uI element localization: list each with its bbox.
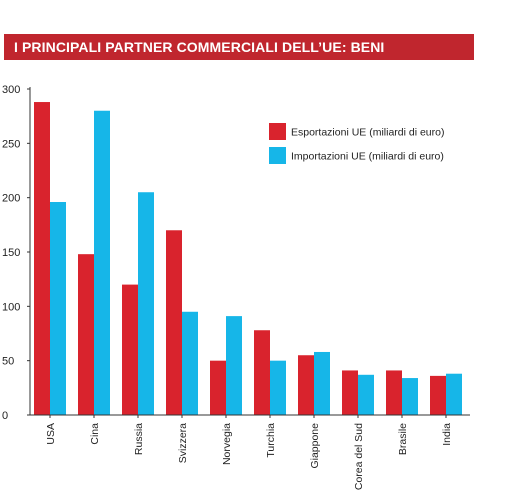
x-tick-label: Corea del Sud xyxy=(353,423,365,490)
bar-imports xyxy=(138,192,154,415)
bar-exports xyxy=(342,370,358,415)
bar-imports xyxy=(226,316,242,415)
x-tick-label: USA xyxy=(45,423,57,445)
bar-imports xyxy=(50,202,66,415)
bar-exports xyxy=(386,370,402,415)
y-tick-label: 150 xyxy=(2,247,20,259)
chart-title: I PRINCIPALI PARTNER COMMERCIALI DELL’UE… xyxy=(14,39,385,55)
x-tick-label: Svizzera xyxy=(177,423,189,463)
legend: Esportazioni UE (miliardi di euro) Import… xyxy=(269,123,444,164)
x-tick-label: India xyxy=(441,423,453,446)
bar-imports xyxy=(314,351,330,415)
x-tick-label: Norvegia xyxy=(221,423,233,465)
chart-title-bar: I PRINCIPALI PARTNER COMMERCIALI DELL’UE… xyxy=(4,34,474,60)
x-tick-label: Russia xyxy=(133,423,145,455)
bar-exports xyxy=(78,254,94,415)
bar-imports xyxy=(182,311,198,415)
y-tick-label: 300 xyxy=(2,84,20,96)
y-tick-label: 50 xyxy=(2,356,14,368)
bar-exports xyxy=(298,355,314,415)
x-tick-label: Brasile xyxy=(397,423,409,455)
legend-label-imports: Importazioni UE (miliardi di euro) xyxy=(291,151,444,163)
bar-exports xyxy=(210,360,226,415)
bar-exports xyxy=(34,102,50,415)
x-tick-label: Turchia xyxy=(265,423,277,458)
bar-imports xyxy=(358,374,374,415)
bar-exports xyxy=(122,284,138,415)
bar-imports xyxy=(402,378,418,415)
y-tick-label: 200 xyxy=(2,193,20,205)
bar-imports xyxy=(446,373,462,415)
legend-swatch-imports xyxy=(269,147,286,164)
legend-swatch-exports xyxy=(269,123,286,140)
y-tick-label: 0 xyxy=(2,410,8,422)
y-tick-label: 100 xyxy=(2,301,20,313)
bar-exports xyxy=(166,230,182,415)
y-axis: 0 50 100 150 200 250 300 xyxy=(2,84,31,422)
bar-imports xyxy=(94,110,110,415)
bar-exports xyxy=(254,330,270,415)
y-tick-label: 250 xyxy=(2,138,20,150)
x-tick-label: Cina xyxy=(89,423,101,445)
legend-label-exports: Esportazioni UE (miliardi di euro) xyxy=(291,127,444,139)
bar-exports xyxy=(430,375,446,415)
bar-imports xyxy=(270,360,286,415)
x-axis: USA Cina Russia Svizzera Norvegia Turchia Giap… xyxy=(30,414,470,490)
bars xyxy=(34,102,462,415)
x-tick-label: Giappone xyxy=(309,423,321,469)
